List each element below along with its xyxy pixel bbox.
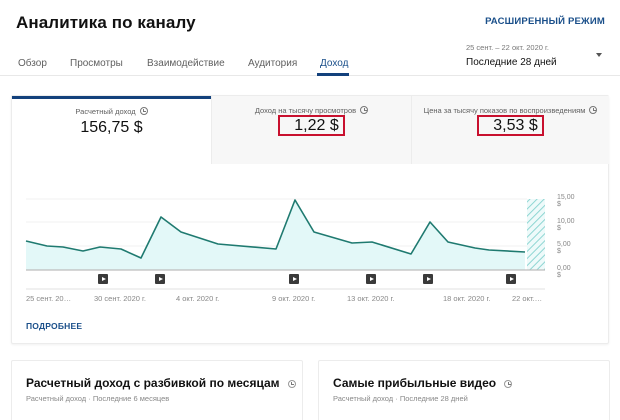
tab-audience[interactable]: Аудитория <box>248 58 298 69</box>
y-tick-label: 0,00 $ <box>557 265 571 279</box>
video-marker-play-icon[interactable] <box>155 274 165 284</box>
tab-revenue[interactable]: Доход <box>320 58 349 69</box>
metric-label: Доход на тысячу просмотров <box>254 106 357 115</box>
clock-icon <box>360 106 369 114</box>
video-marker-play-icon[interactable] <box>98 274 108 284</box>
x-tick-label: 18 окт. 2020 г. <box>443 294 491 303</box>
metric-label: Цена за тысячу показов по воспроизведени… <box>423 106 586 115</box>
x-tick-label: 22 окт.… <box>512 294 543 303</box>
x-tick-label: 9 окт. 2020 г. <box>272 294 316 303</box>
metric-value-highlighted: 1,22 $ <box>278 115 345 136</box>
metric-label: Расчетный доход <box>75 107 136 116</box>
x-tick-label: 4 окт. 2020 г. <box>176 294 220 303</box>
tab-engagement[interactable]: Взаимодействие <box>147 58 225 69</box>
video-marker-play-icon[interactable] <box>289 274 299 284</box>
y-tick-label: 10,00 $ <box>557 218 575 232</box>
see-more-link[interactable]: ПОДРОБНЕЕ <box>26 321 83 331</box>
chart-plot <box>25 198 545 290</box>
revenue-overview-card: Расчетный доход 156,75 $ Доход на тысячу… <box>11 95 609 344</box>
advanced-mode-link[interactable]: РАСШИРЕННЫЙ РЕЖИМ <box>485 16 605 27</box>
top-earning-videos-card[interactable]: Самые прибыльные видео Расчетный доход ·… <box>318 360 610 420</box>
card-subtitle: Расчетный доход · Последние 6 месяцев <box>26 394 170 403</box>
video-marker-play-icon[interactable] <box>506 274 516 284</box>
caret-down-icon[interactable] <box>596 53 602 57</box>
card-title: Самые прибыльные видео <box>333 376 497 390</box>
metric-estimated-revenue[interactable]: Расчетный доход 156,75 $ <box>12 96 211 164</box>
x-tick-label: 30 сент. 2020 г. <box>94 294 146 303</box>
card-subtitle: Расчетный доход · Последние 28 дней <box>333 394 468 403</box>
metric-playback-cpm[interactable]: Цена за тысячу показов по воспроизведени… <box>411 96 609 164</box>
clock-icon <box>287 380 296 388</box>
date-range-label: 25 сент. – 22 окт. 2020 г. <box>466 43 549 52</box>
tab-overview[interactable]: Обзор <box>18 58 47 69</box>
clock-icon <box>504 380 513 388</box>
clock-icon <box>589 106 598 114</box>
x-tick-label: 13 окт. 2020 г. <box>347 294 395 303</box>
tab-views[interactable]: Просмотры <box>70 58 123 69</box>
monthly-revenue-card[interactable]: Расчетный доход с разбивкой по месяцам Р… <box>11 360 303 420</box>
metric-value-highlighted: 3,53 $ <box>477 115 544 136</box>
page-title: Аналитика по каналу <box>16 13 196 32</box>
video-marker-play-icon[interactable] <box>423 274 433 284</box>
card-title: Расчетный доход с разбивкой по месяцам <box>26 376 280 390</box>
active-tab-indicator <box>317 73 349 76</box>
video-marker-play-icon[interactable] <box>366 274 376 284</box>
y-tick-label: 5,00 $ <box>557 241 571 255</box>
metric-rpm[interactable]: Доход на тысячу просмотров 1,22 $ <box>211 96 411 164</box>
y-tick-label: 15,00 $ <box>557 194 575 208</box>
clock-icon <box>139 107 148 115</box>
period-selector[interactable]: Последние 28 дней <box>466 57 557 68</box>
tab-bar: Обзор Просмотры Взаимодействие Аудитория… <box>0 48 620 76</box>
metric-value: 156,75 $ <box>80 119 143 136</box>
x-tick-label: 25 сент. 20… <box>26 294 72 303</box>
